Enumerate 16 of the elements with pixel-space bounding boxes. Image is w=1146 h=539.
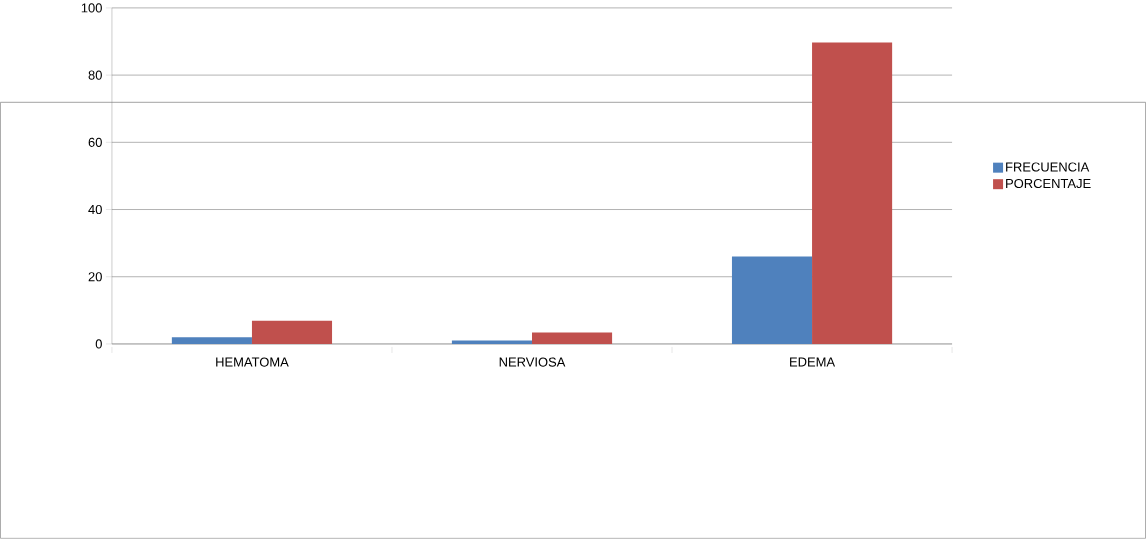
x-tick-label: HEMATOMA bbox=[216, 357, 289, 367]
bar bbox=[812, 42, 893, 345]
x-tick-label: EDEMA bbox=[790, 357, 836, 367]
legend-label: FRECUENCIA bbox=[1006, 162, 1090, 172]
legend-label: PORCENTAJE bbox=[1006, 179, 1091, 189]
y-tick-label: 40 bbox=[88, 205, 102, 215]
y-tick-label: 20 bbox=[88, 272, 102, 282]
bar bbox=[532, 332, 613, 345]
y-tick-label: 0 bbox=[95, 339, 102, 349]
x-tick-label: NERVIOSA bbox=[499, 357, 566, 367]
y-tick-label: 100 bbox=[81, 3, 102, 13]
bar bbox=[731, 256, 813, 345]
y-tick-label: 60 bbox=[88, 137, 102, 148]
bar bbox=[251, 320, 333, 345]
y-tick-label: 80 bbox=[88, 70, 102, 80]
bar bbox=[171, 337, 252, 345]
